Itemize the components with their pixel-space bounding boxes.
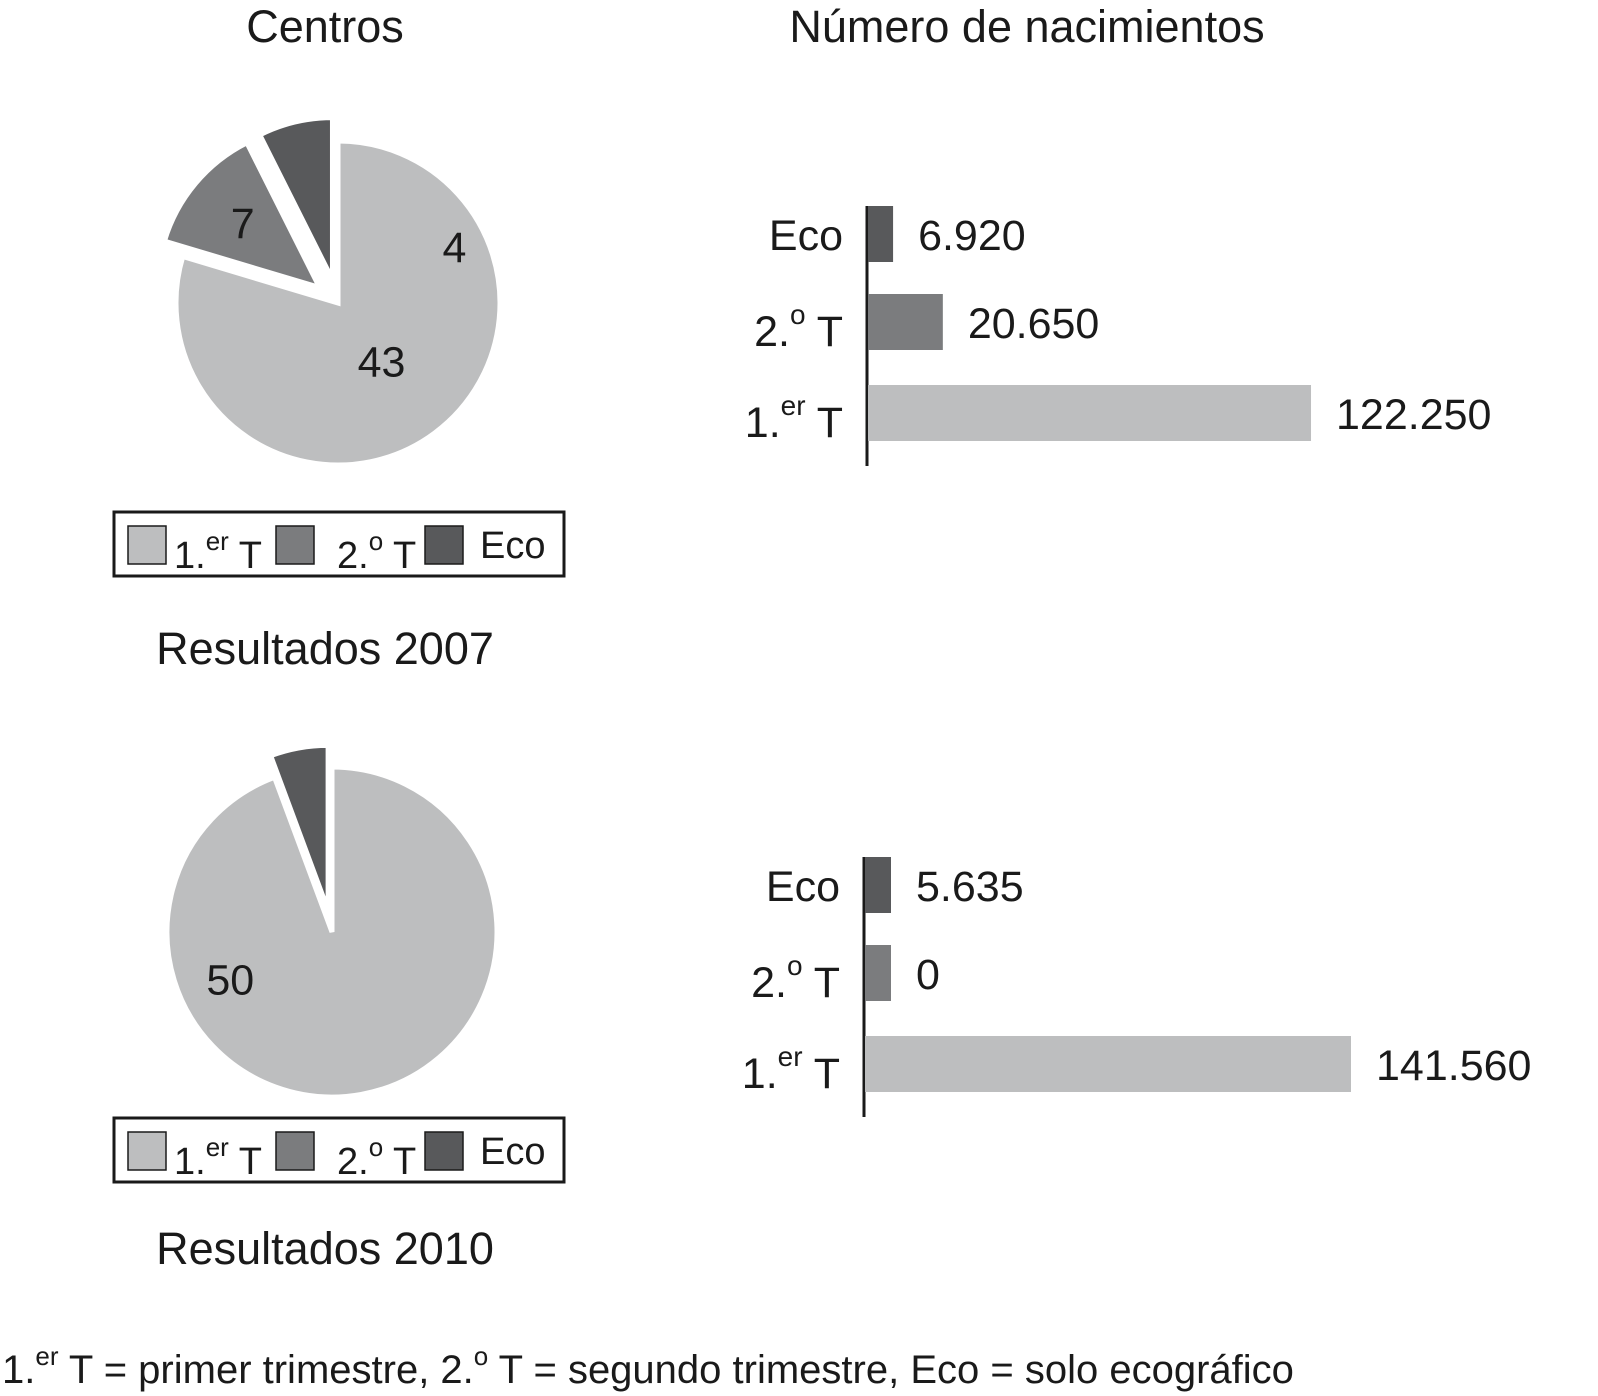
legend-label-first: 1.er T: [174, 526, 262, 577]
footnote-t1-sup: er: [35, 1341, 58, 1371]
footnote-t1-rest: T = primer trimestre, 2.: [58, 1348, 473, 1392]
bar-2-o-t: [865, 945, 891, 1001]
bar-category-main: 1.: [745, 399, 781, 447]
pie-slice-eco: [267, 742, 331, 912]
bar-value-2-o-t: 0: [916, 951, 940, 999]
subtitle-2010: Resultados 2010: [156, 1223, 494, 1274]
pie-label-1-er-t: 50: [206, 956, 254, 1004]
footnote-t1: 1.: [2, 1348, 35, 1392]
bar-category-sup: o: [790, 299, 806, 330]
bar-category-suffix: T: [803, 1050, 840, 1098]
pie-label-2-o-t: 7: [231, 200, 255, 248]
pie-label-1-er-t: 43: [358, 338, 406, 386]
legend-label-main: 1.: [174, 1141, 206, 1183]
legend-box: [112, 510, 566, 578]
bar-value-eco: 6.920: [918, 212, 1026, 260]
legend-label-sup: er: [206, 1132, 229, 1162]
legend-swatch-second: [275, 1131, 315, 1171]
subtitle-2007: Resultados 2007: [156, 623, 494, 674]
bar-category-sup: er: [781, 390, 806, 421]
pie-slice-1-er-t: [173, 138, 503, 468]
bar-category-1-er-t: 1.er T: [742, 1041, 840, 1098]
legend-label-main: 1.: [174, 535, 206, 577]
legend-label-second: 2.o T: [337, 526, 416, 577]
legend-label-suffix: T: [229, 1141, 262, 1183]
bar-category-suffix: T: [806, 399, 843, 447]
legend-label-suffix: T: [383, 535, 416, 577]
bar-category-sup: er: [778, 1041, 803, 1072]
pie-slice-2-o-t: [161, 139, 325, 292]
pie-chart-2007: 43 7 4: [161, 115, 503, 468]
bar-eco: [865, 857, 891, 913]
bar-category-2-o-t: 2.o T: [754, 299, 843, 356]
bar-category-suffix: T: [803, 959, 840, 1007]
footnote: 1.er T = primer trimestre, 2.o T = segun…: [2, 1341, 1294, 1392]
bar-category-main: 2.: [754, 308, 790, 356]
legend-label-sup: o: [369, 526, 383, 556]
legend-label-main: 2.: [337, 535, 369, 577]
legend-2010: 1.er T 2.o T Eco: [112, 1116, 566, 1184]
legend-swatch-eco: [424, 1131, 464, 1171]
pie-label-eco: 3: [0, 0, 12, 10]
legend-swatch-first: [127, 525, 167, 565]
bar-category-suffix: T: [806, 308, 843, 356]
bar-value-eco: 5.635: [916, 863, 1024, 911]
bar-1-er-t: [868, 385, 1312, 441]
bar-chart-2010: Eco 5.635 2.o T 0 1.er T 141.560: [742, 857, 1531, 1117]
legend-2007: 1.er T 2.o T Eco: [112, 510, 566, 578]
bar-2-o-t: [868, 294, 943, 350]
bar-category-main: 1.: [742, 1050, 778, 1098]
header-centros: Centros: [246, 1, 404, 52]
bar-eco: [868, 206, 894, 262]
legend-label-suffix: T: [383, 1141, 416, 1183]
legend-label-suffix: T: [229, 535, 262, 577]
legend-swatch-first: [127, 1131, 167, 1171]
legend-label-first: 1.er T: [174, 1132, 262, 1183]
bar-category-sup: o: [787, 950, 803, 981]
legend-label-second: 2.o T: [337, 1132, 416, 1183]
legend-label-sup: er: [206, 526, 229, 556]
legend-label-eco: Eco: [480, 1131, 545, 1173]
bar-1-er-t: [865, 1036, 1351, 1092]
footnote-t2-sup: o: [474, 1341, 488, 1371]
bar-value-1-er-t: 141.560: [1376, 1042, 1531, 1090]
legend-swatch-eco: [424, 525, 464, 565]
bar-category-2-o-t: 2.o T: [751, 950, 840, 1007]
legend-label-sup: o: [369, 1132, 383, 1162]
header-nacimientos: Número de nacimientos: [789, 1, 1264, 52]
legend-swatch-second: [275, 525, 315, 565]
legend-label-main: 2.: [337, 1141, 369, 1183]
legend-label-eco: Eco: [480, 525, 545, 567]
bar-category-eco: Eco: [766, 863, 840, 911]
bar-chart-2007: Eco 6.920 2.o T 20.650 1.er T 122.250: [745, 206, 1491, 466]
bar-category-main: 2.: [751, 959, 787, 1007]
bar-category-eco: Eco: [769, 212, 843, 260]
bar-value-2-o-t: 20.650: [968, 300, 1100, 348]
bar-value-1-er-t: 122.250: [1336, 391, 1491, 439]
pie-chart-2010: 50 3: [0, 0, 500, 1100]
pie-label-eco: 4: [443, 224, 467, 272]
pie-slice-1-er-t: [164, 764, 500, 1100]
pie-slice-eco: [256, 115, 335, 281]
footnote-t2-rest: T = segundo trimestre, Eco = solo ecográ…: [488, 1348, 1294, 1392]
bar-category-1-er-t: 1.er T: [745, 390, 843, 447]
legend-box: [112, 1116, 566, 1184]
